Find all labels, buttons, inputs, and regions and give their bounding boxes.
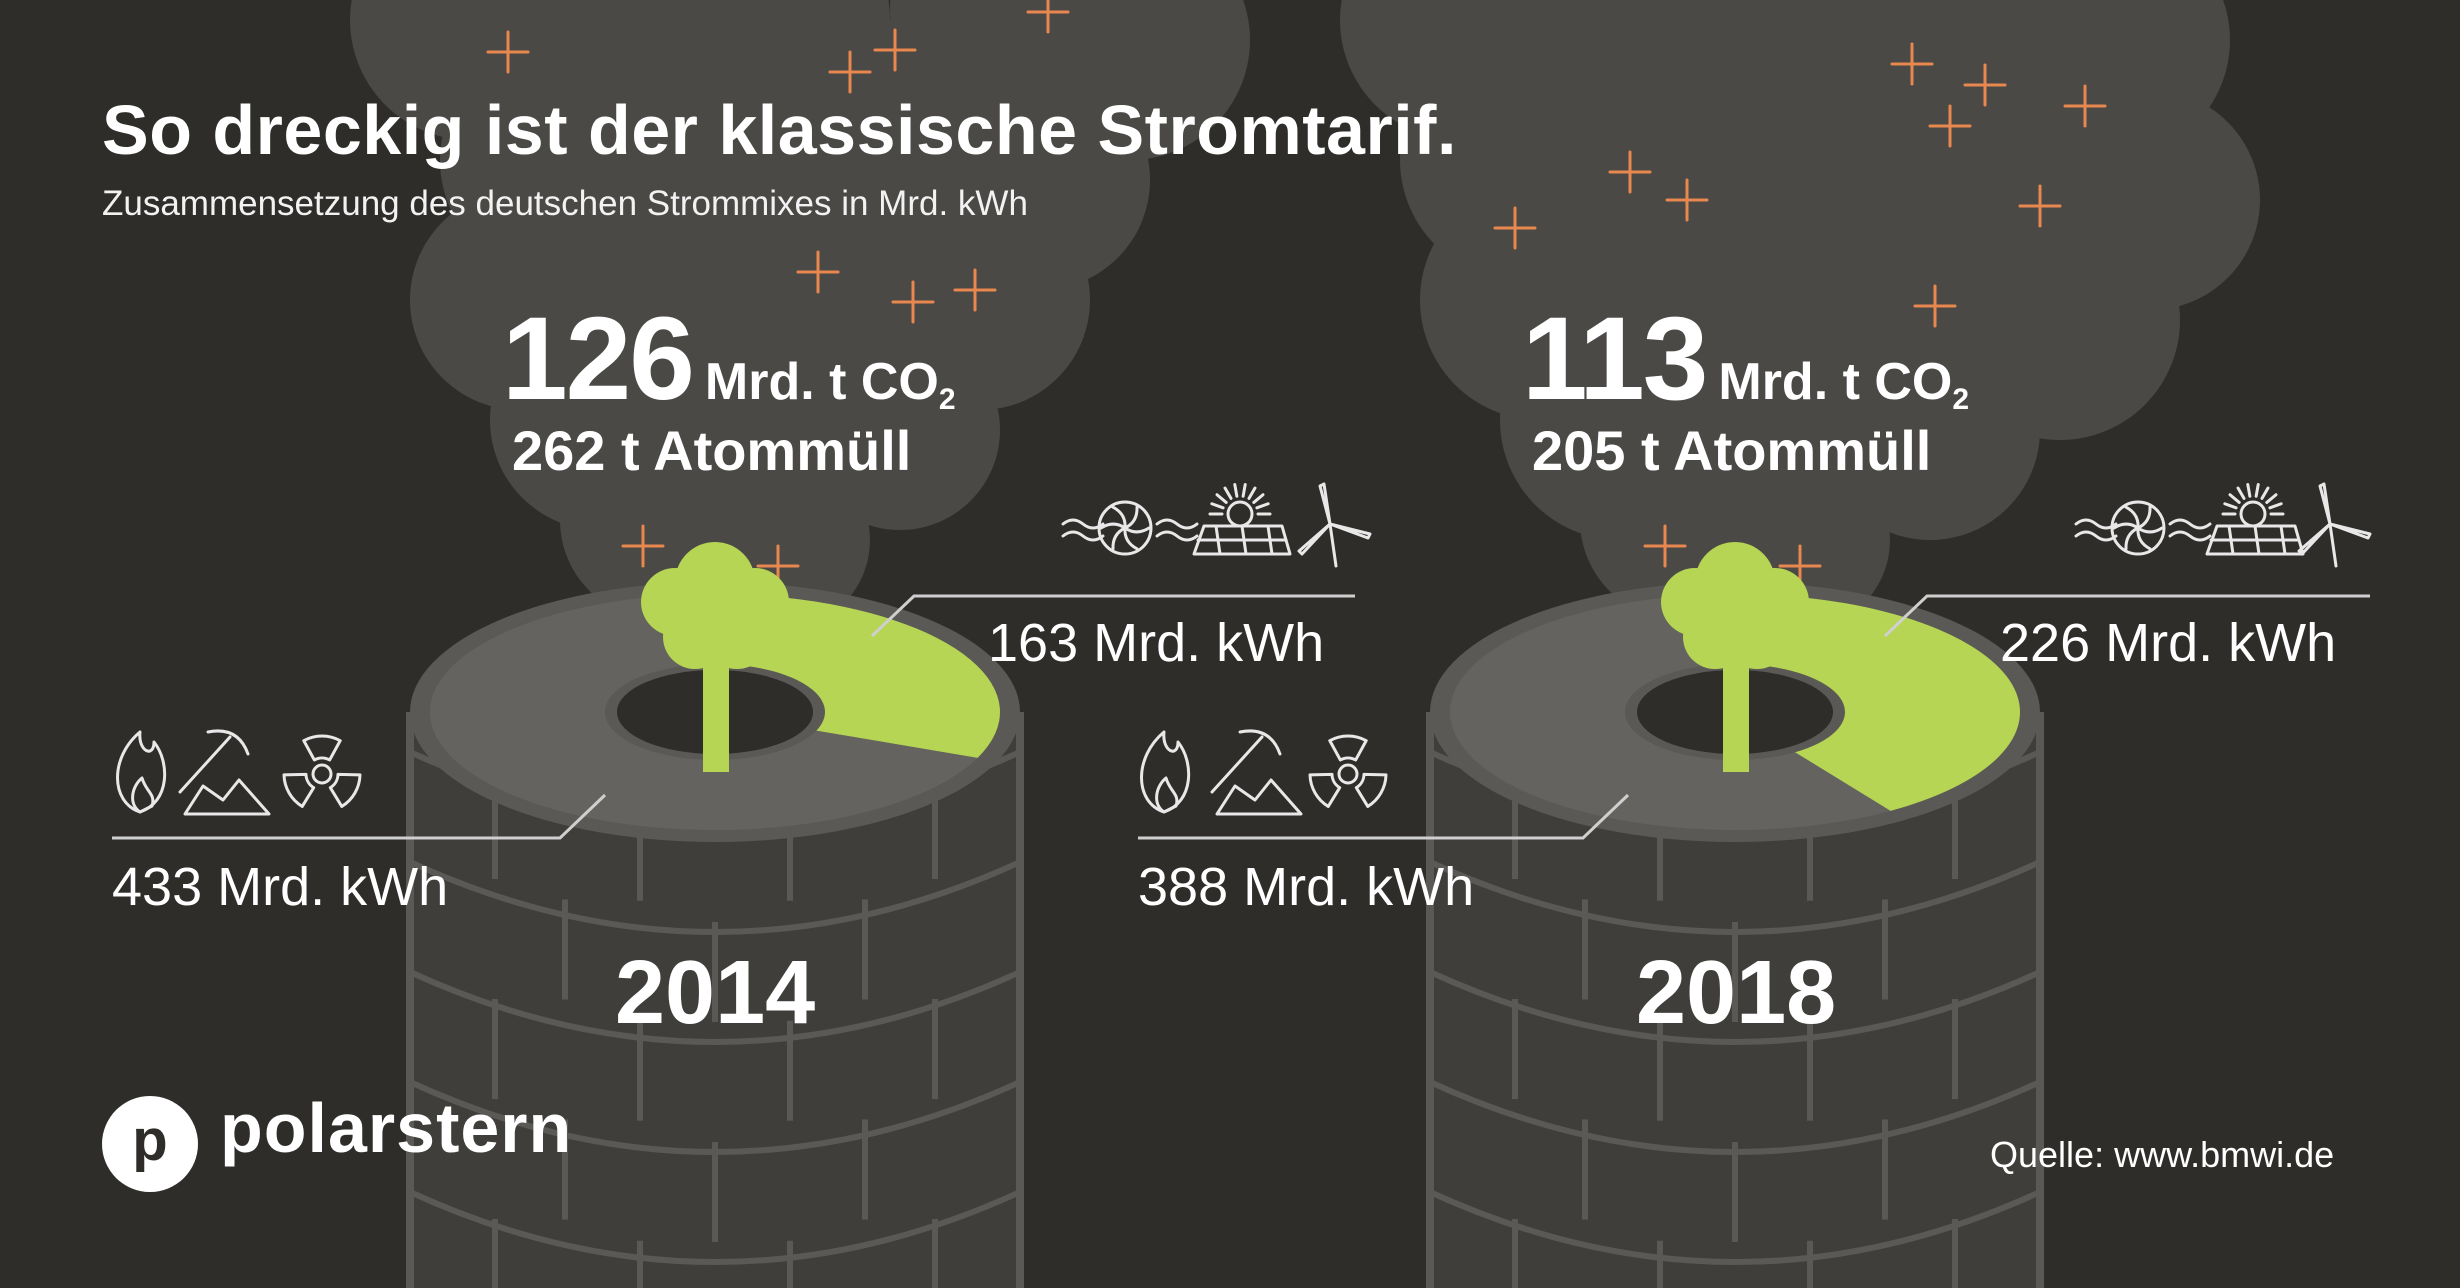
nuclear-waste-2018: 205 t Atommüll	[1532, 419, 1932, 482]
coal-mining-icon	[1210, 729, 1303, 816]
tower-2014	[112, 542, 1355, 1288]
pie-slice-conventional-2014	[430, 594, 978, 830]
leader-line-renewable	[1883, 594, 2370, 638]
co2-value-2018: 113	[1522, 293, 1708, 425]
spark-icon	[1493, 206, 1537, 250]
co2-figure-2018: 113 Mrd. t CO2	[1522, 300, 1969, 418]
tree-icon	[1661, 542, 1809, 772]
spark-icon	[1665, 178, 1709, 222]
hydro-turbine-icon	[2074, 500, 2212, 556]
spark-icon	[486, 30, 530, 74]
spark-icon	[796, 250, 840, 294]
leader-line-renewable	[870, 594, 1355, 638]
pie-slice-renewable-2014	[742, 597, 1000, 758]
leader-line-conventional	[112, 793, 607, 840]
spark-icon	[953, 268, 997, 312]
co2-unit-2018: Mrd. t CO2	[1718, 353, 1970, 416]
spark-icon	[2018, 184, 2062, 228]
radiation-icon	[1308, 734, 1388, 808]
year-label-2014: 2014	[615, 943, 816, 1043]
spark-icon	[1928, 104, 1972, 148]
smoke-cloud-2018	[1340, 0, 2260, 670]
spark-icon	[1026, 0, 1070, 34]
polarstern-logo-icon: p	[102, 1096, 198, 1192]
smoke-cloud-2014	[350, 0, 1250, 670]
pie-slice-renewable-2018	[1762, 597, 2021, 811]
conventional-label-2014: 433 Mrd. kWh	[112, 857, 449, 917]
coal-mining-icon	[178, 729, 271, 816]
conventional-label-2018: 388 Mrd. kWh	[1138, 857, 1475, 917]
spark-icon	[621, 524, 665, 568]
chart-title: So dreckig ist der klassische Stromtarif…	[102, 91, 1457, 169]
spark-icon	[1890, 42, 1934, 86]
spark-icon	[891, 280, 935, 324]
co2-figure-2014: 126 Mrd. t CO2	[502, 300, 956, 418]
spark-icon	[2063, 84, 2107, 128]
tree-icon	[641, 542, 789, 772]
spark-icon	[828, 50, 872, 94]
flame-icon	[1140, 730, 1191, 814]
flame-icon	[116, 730, 167, 814]
radiation-icon	[282, 734, 362, 808]
tower-2018	[1138, 542, 2370, 1288]
spark-icon	[1643, 524, 1687, 568]
co2-unit-2014: Mrd. t CO2	[704, 353, 956, 416]
spark-icon	[1963, 63, 2007, 107]
source-credit: Quelle: www.bmwi.de	[1990, 1134, 2335, 1175]
renewable-label-2018: 226 Mrd. kWh	[2000, 613, 2337, 673]
solar-panel-icon	[1192, 482, 1292, 556]
wind-turbine-icon	[1297, 482, 1372, 568]
spark-icon	[1913, 284, 1957, 328]
tower-bricks	[1428, 749, 2042, 1288]
spark-icon	[873, 28, 917, 72]
renewable-label-2014: 163 Mrd. kWh	[988, 613, 1325, 673]
co2-value-2014: 126	[502, 293, 695, 425]
hydro-turbine-icon	[1061, 500, 1199, 556]
chart-subtitle: Zusammensetzung des deutschen Strommixes…	[102, 184, 1028, 223]
year-label-2018: 2018	[1636, 943, 1837, 1043]
wind-turbine-icon	[2297, 482, 2372, 568]
spark-icon	[1608, 150, 1652, 194]
nuclear-waste-2014: 262 t Atommüll	[512, 419, 912, 482]
brand-name: polarstern	[220, 1089, 573, 1167]
pie-slice-conventional-2018	[1450, 594, 1891, 830]
leader-line-conventional	[1138, 793, 1630, 840]
solar-panel-icon	[2205, 482, 2305, 556]
